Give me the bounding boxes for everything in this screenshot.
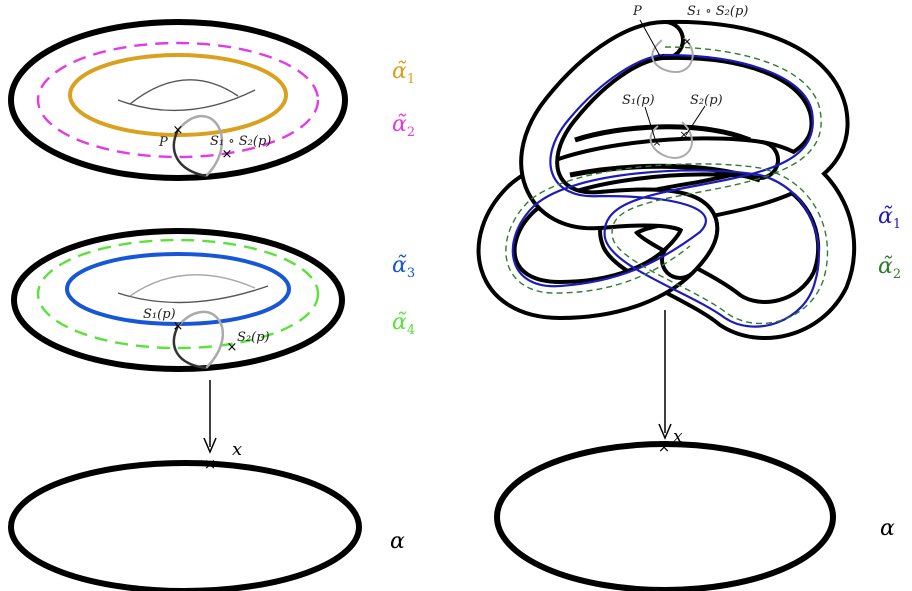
point-x-label-right: x [673,427,683,447]
knot-meridian-mid [649,121,693,160]
point-p-label: P [158,135,168,150]
bottom-torus-outline [11,228,345,372]
top-torus-hole-upper [129,79,239,105]
cross-marker-x-right: × [658,438,671,456]
alpha-label-left: α [390,529,405,554]
knot-cross-s1: × [652,136,661,149]
alpha-label-right: α [880,516,895,541]
left-bottom-torus: × × S₁(p) S₂(p) α̃3 α̃4 [11,228,415,372]
base-circle-right [494,441,836,591]
knot-point-s1s2-label: S₁ ∘ S₂(p) [687,4,748,19]
top-meridian-back [177,114,224,177]
alpha3-curve-left [65,252,291,326]
alpha4-label-left: α̃4 [392,310,415,338]
knot-point-s2-label: S₂(p) [690,93,723,108]
point-s2-label: S₂(p) [237,330,270,345]
point-x-label-left: x [232,439,242,460]
knot-leader-s1 [644,106,657,143]
top-torus-hole-lower [117,89,256,112]
knot-inner-band [574,124,751,143]
right-projection-arrow [658,310,672,440]
alpha2-label-right: α̃2 [878,254,901,282]
knot-leader-p [639,19,661,57]
point-s1-label: S₁(p) [143,307,176,322]
alpha3-label-left: α̃3 [392,253,415,281]
base-circle-left [8,460,362,591]
top-meridian-front [172,129,207,178]
knot-point-p-label: P [632,4,642,19]
knot-left-strand-fill [523,24,716,276]
alpha1-curve-left [68,53,288,137]
knot-point-s1-label: S₁(p) [622,93,655,108]
point-s1s2-label: S₁ ∘ S₂(p) [210,134,271,149]
top-torus-outline [8,19,348,181]
right-knot: × × × × P S₁ ∘ S₂(p) S₁(p) S₂(p) α̃1 α̃2 [476,4,901,340]
alpha1-label-left: α̃1 [392,59,415,87]
alpha1-label-right: α̃1 [878,204,901,232]
bottom-meridian-back [177,310,225,369]
alpha2-curve-right [505,46,829,325]
knot-leader-s2 [685,105,706,136]
knot-outer-strand-fill [602,23,853,336]
knot-cross-p: × [656,50,665,63]
alpha2-curve-left [36,41,320,159]
knot-cross-s2: × [679,128,688,141]
cross-marker-x-left: × [204,455,217,473]
left-top-torus: × × P S₁ ∘ S₂(p) α̃1 α̃2 [8,19,415,181]
left-projection-arrow [203,380,217,454]
left-base-circle: × x α [8,439,405,591]
bottom-torus-hole-lower [117,285,269,304]
alpha1-curve-right [511,53,820,328]
knot-lower-strand-fill [480,140,776,317]
alpha2-label-left: α̃2 [392,112,415,140]
alpha4-curve-left [36,238,320,350]
cross-marker-s1: × [173,319,184,334]
knot-meridian-top [651,37,694,74]
knot-cross-s1s2: × [682,35,691,48]
cross-marker-s1s2: × [222,147,233,162]
cross-marker-s2: × [227,340,238,355]
bottom-meridian-front [172,325,207,370]
right-base-circle: × x α [494,427,895,591]
bottom-torus-hole-upper [129,274,256,297]
cross-marker-p: × [173,123,184,138]
knot-inner-band-2 [569,163,761,183]
